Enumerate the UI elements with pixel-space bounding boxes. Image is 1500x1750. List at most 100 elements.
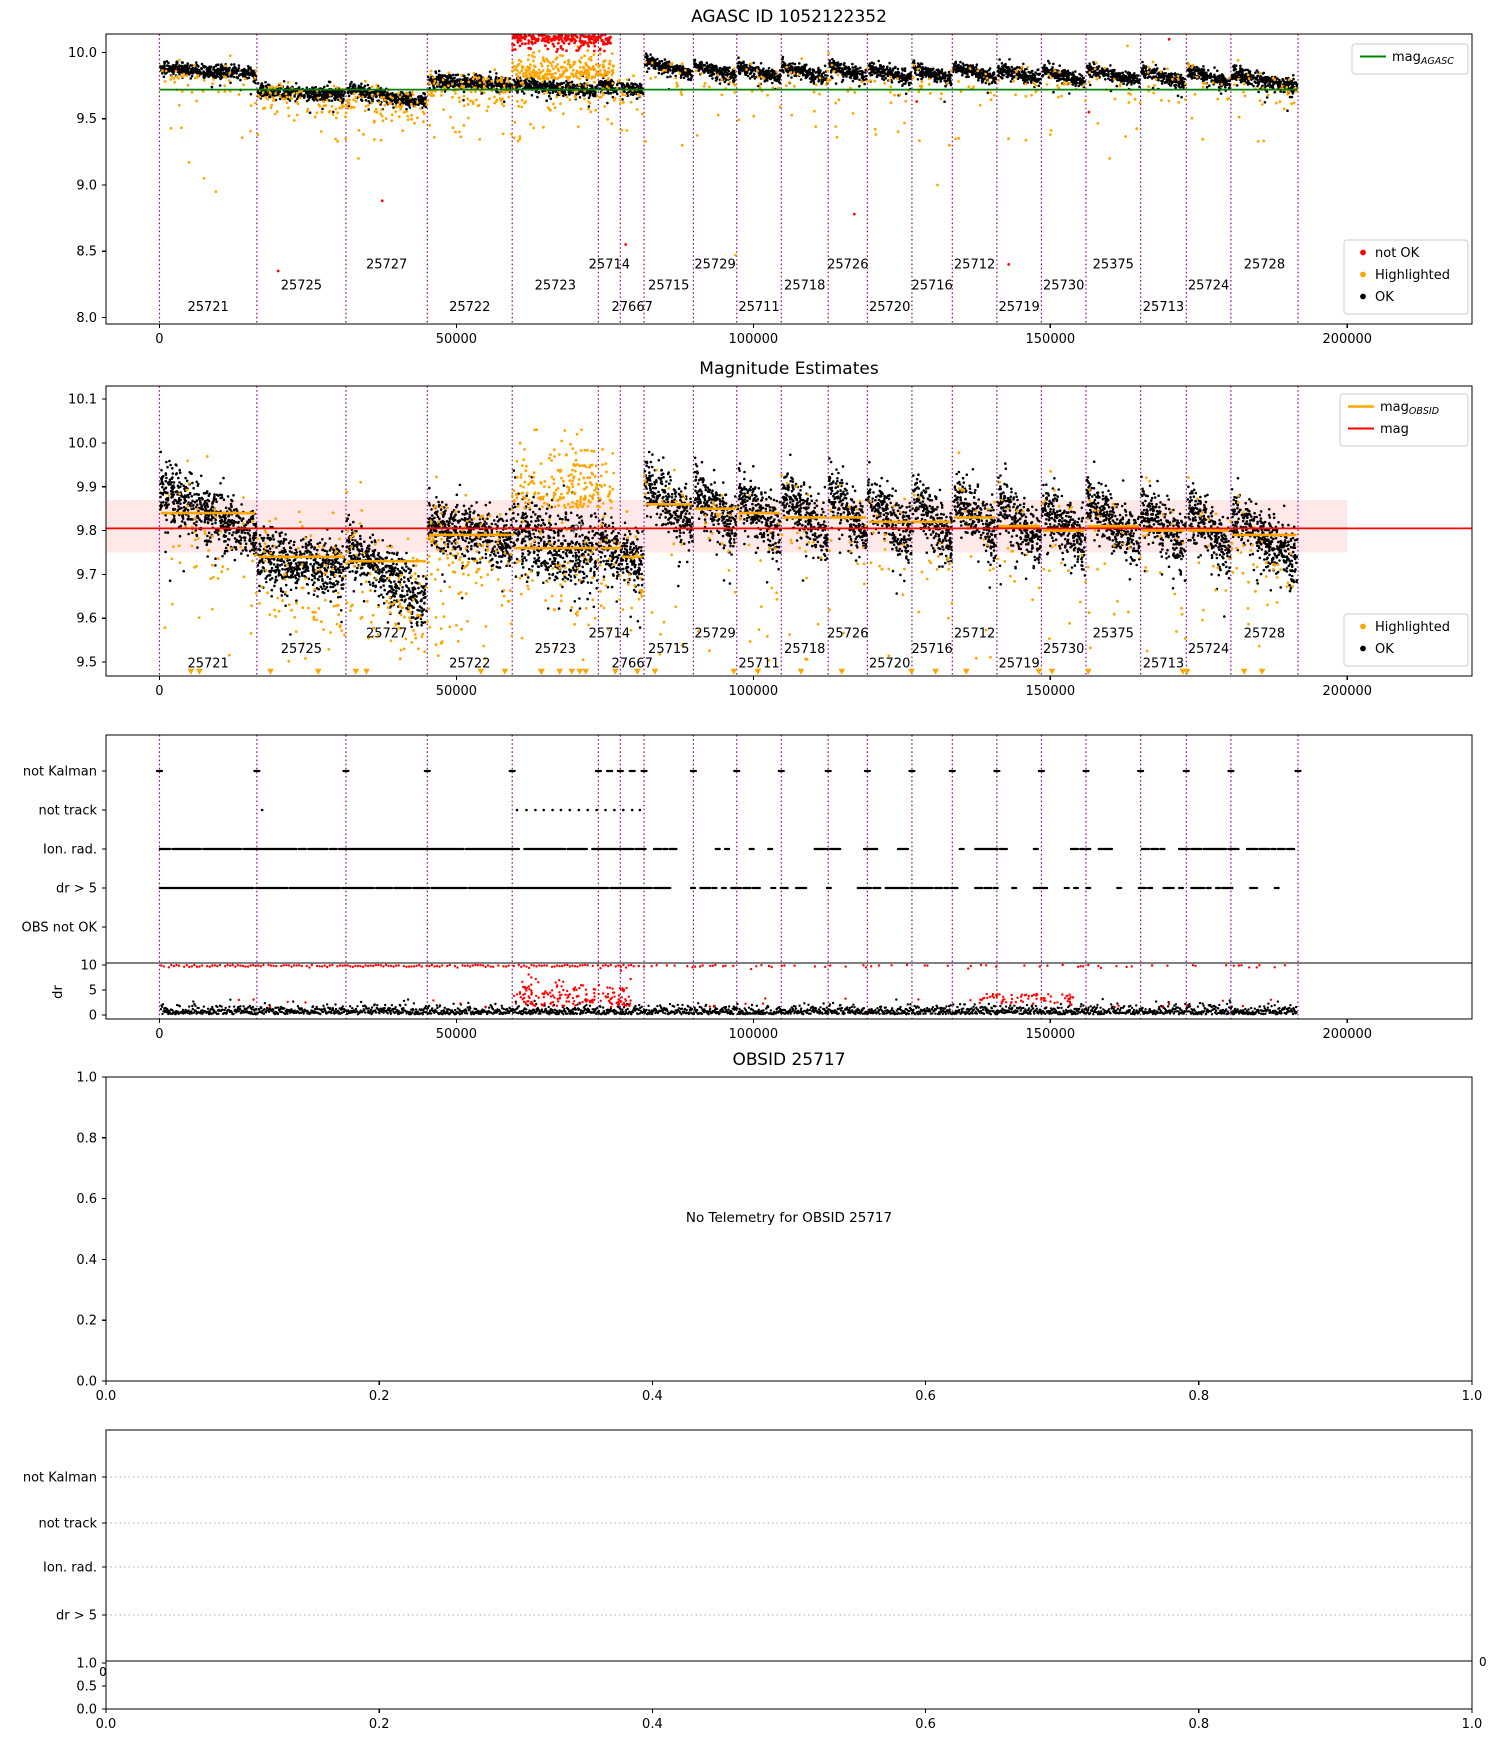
x-tick-label: 150000 [1026,332,1076,347]
obsid-label: 25727 [366,626,407,641]
y-tick-label: 9.0 [76,178,97,193]
flag-category-label: Ion. rad. [43,843,97,858]
obsid-label: 27667 [612,300,653,315]
x-tick-label: 1.0 [1462,1717,1483,1732]
obsid-label: 25711 [738,300,779,315]
dr-red-points [160,963,1287,1009]
p2-highlighted-points [163,428,1294,663]
obsid-label: 25375 [1093,626,1134,641]
no-telemetry-message: No Telemetry for OBSID 25717 [686,1210,892,1226]
p2-ok-points [158,450,1299,636]
obsid-label: 25716 [911,279,952,294]
x-tick-label: 0.6 [915,1389,936,1404]
y-tick-label: 9.7 [76,568,97,583]
y-tick-label: 9.8 [76,524,97,539]
legend-label: Highlighted [1375,268,1450,283]
obsid-label: 25715 [648,642,689,657]
x-tick-label: 0.6 [915,1717,936,1732]
obsid-label: 25722 [449,657,490,672]
x-tick-label: 200000 [1322,1027,1372,1042]
x-tick-label: 200000 [1322,684,1372,699]
obsid-label: 25712 [954,626,995,641]
obsid-label: 25713 [1143,657,1184,672]
y-tick-label: 9.5 [76,112,97,127]
legend-label-subscript: AGASC [1420,56,1454,67]
obsid-label: 25730 [1043,642,1084,657]
p2-axes-frame [105,385,1473,677]
obsid-label: 25723 [535,279,576,294]
obsid-label: 25728 [1244,626,1285,641]
y-tick-label: 9.5 [76,655,97,670]
x-tick-label: 0.2 [369,1389,390,1404]
flag-category-label: not track [38,1517,97,1532]
x-tick-label: 50000 [436,1027,477,1042]
flag-category-label: not track [38,804,97,819]
legend-label-text: not OK [1375,246,1420,261]
legend-label: OK [1375,290,1394,305]
legend-label: not OK [1375,246,1420,261]
legend-label-text: mag [1380,400,1409,415]
x-tick-label: 0.2 [369,1717,390,1732]
y-tick-label: 1.0 [76,1071,97,1086]
obsid-label: 25722 [449,300,490,315]
obsid-label: 25725 [281,642,322,657]
flag-category-label: Ion. rad. [43,1561,97,1576]
y-tick-label: 10.0 [68,436,97,451]
x-tick-label: 0 [155,684,163,699]
legend-label: mag [1380,422,1409,437]
y-tick-label: 10.1 [68,393,97,408]
y-tick-label: 10.0 [68,46,97,61]
corner-zero-right: 0 [1479,1655,1487,1669]
flag-category-label: not Kalman [23,765,97,780]
dr-axis-label: dr [51,985,66,999]
obsid-label: 25726 [827,626,868,641]
obsid-label: 25375 [1093,257,1134,272]
x-tick-label: 1.0 [1462,1389,1483,1404]
x-tick-label: 0.0 [96,1389,117,1404]
legend-label-text: mag [1392,50,1421,65]
x-tick-label: 150000 [1026,1027,1076,1042]
obsid-label: 25712 [954,257,995,272]
p2-clipped-low-markers [187,668,1266,675]
obsid-label: 25716 [911,642,952,657]
panel-obsid-25717: OBSID 25717 No Telemetry for OBSID 25717 0… [76,1050,1482,1404]
y-tick-label: 8.5 [76,245,97,260]
obsid-label: 27667 [612,657,653,672]
panel-flags-empty: not Kalman not track Ion. rad. dr > 5 1.0 0.5… [23,1429,1487,1732]
x-tick-label: 0.0 [96,1717,117,1732]
obsid-label: 25721 [187,657,228,672]
obsid-label: 25720 [869,300,910,315]
legend-label-text: mag [1380,422,1409,437]
legend-swatch-dot [1360,293,1366,300]
sub-y-tick-label: 1.0 [76,1657,97,1672]
corner-zero-left: 0 [99,1665,107,1679]
flag-category-label: not Kalman [23,1471,97,1486]
p1-highlighted-points [161,44,1298,257]
obsid-label: 25714 [589,257,630,272]
x-tick-label: 200000 [1322,332,1372,347]
panel-mag-title: Magnitude Estimates [699,359,879,379]
obsid-label: 25719 [998,300,1039,315]
y-tick-label: 0.6 [76,1192,97,1207]
legend-label-text: OK [1375,290,1394,305]
y-tick-label: 0.4 [76,1253,97,1268]
obsid-label: 25720 [869,657,910,672]
legend-label-text: OK [1375,642,1394,657]
sub-y-tick-label: 0.5 [76,1680,97,1695]
obsid-label: 25715 [648,279,689,294]
legend-swatch-dot [1360,645,1366,652]
flag-category-label: dr > 5 [56,1609,97,1624]
obsid-label: 25711 [738,657,779,672]
p1-axes-frame [105,33,1473,325]
y-tick-label: 0.0 [76,1375,97,1390]
p2-annotation: pr [572,521,584,534]
dr-tick-label: 10 [80,959,97,974]
obsid-label: 25721 [187,300,228,315]
obsid-label: 25724 [1188,642,1229,657]
obsid-label: 25714 [589,626,630,641]
y-tick-label: 0.8 [76,1131,97,1146]
p4-axes-frame [105,1076,1473,1382]
y-tick-label: 8.0 [76,311,97,326]
